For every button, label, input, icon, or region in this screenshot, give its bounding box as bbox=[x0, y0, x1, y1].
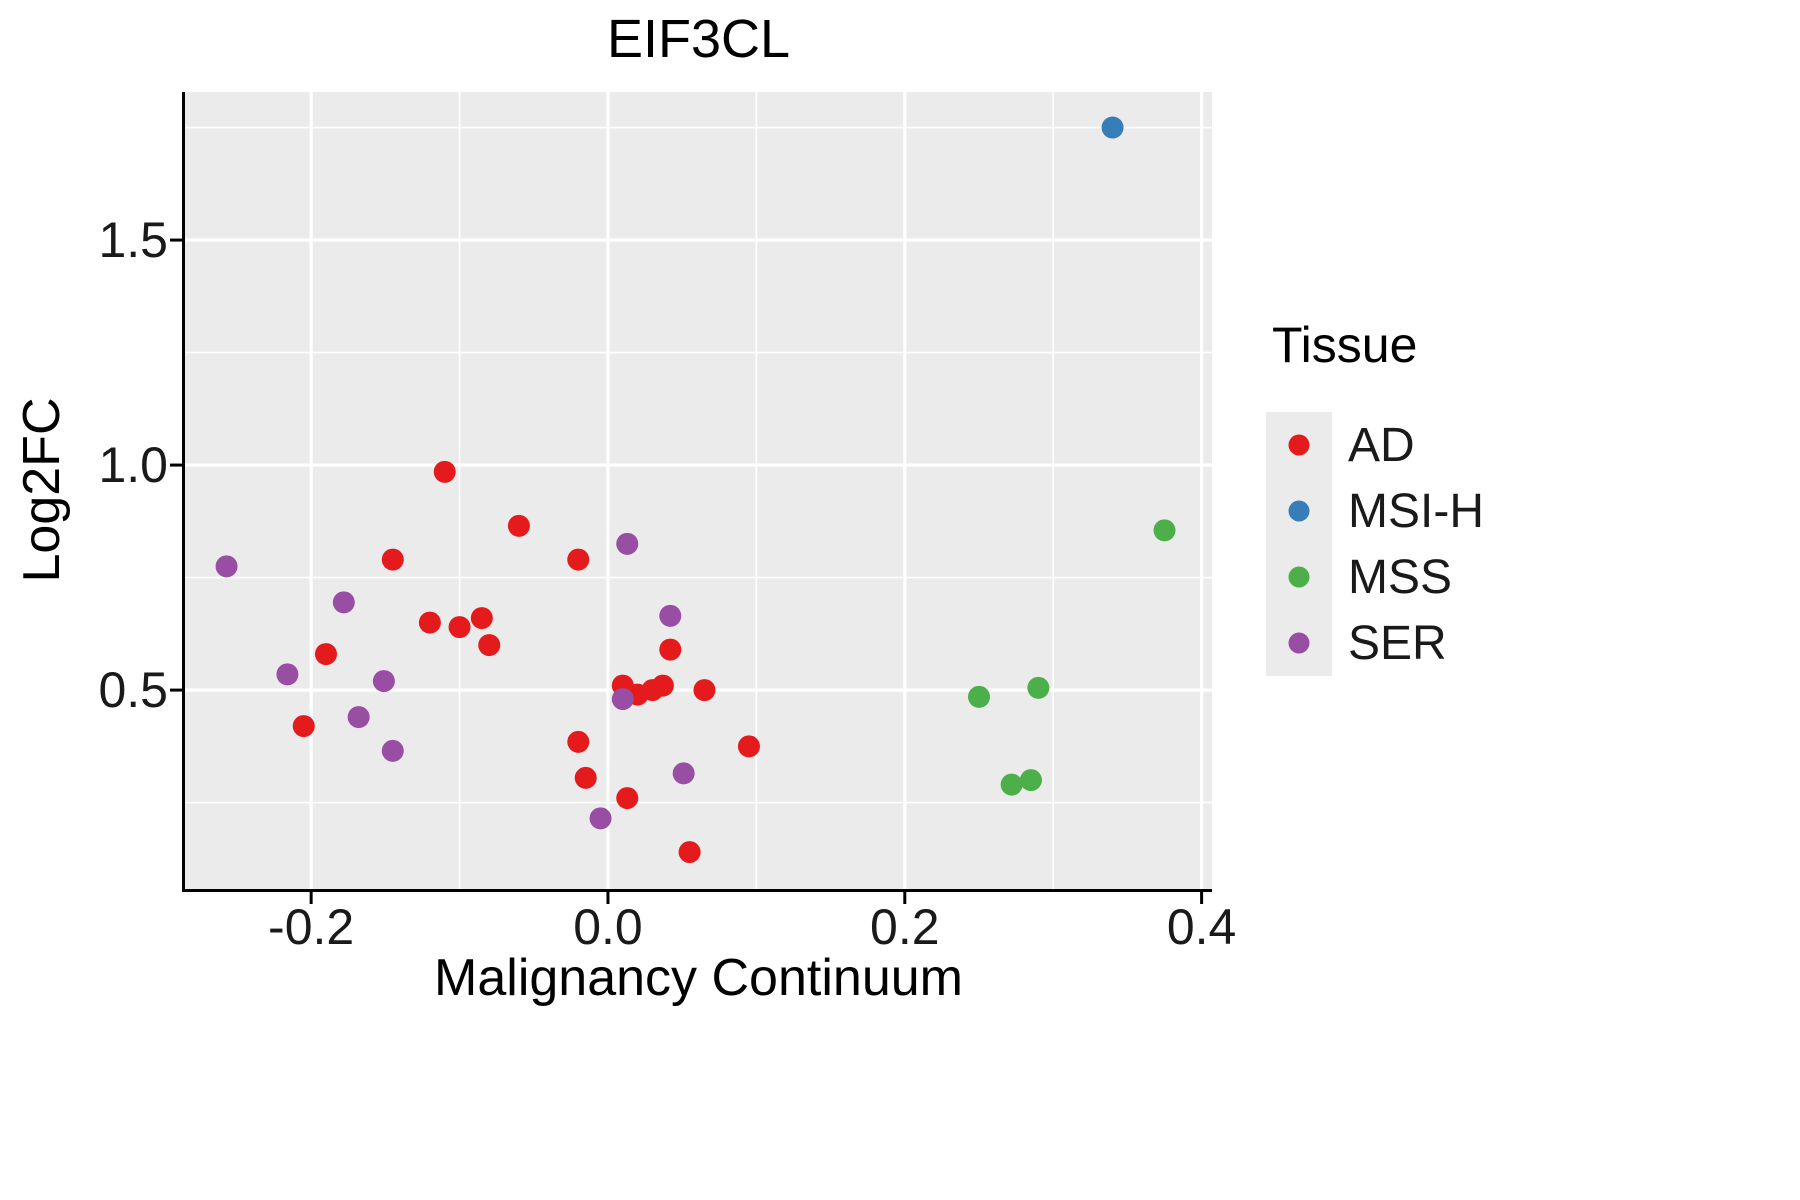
data-point-AD bbox=[574, 766, 597, 789]
data-point-MSS bbox=[1019, 769, 1042, 792]
data-point-SER bbox=[611, 688, 634, 711]
x-tick-label: 0.4 bbox=[1166, 899, 1237, 955]
legend-item-MSS: MSS bbox=[1266, 544, 1484, 610]
data-point-AD bbox=[567, 730, 590, 753]
x-tick-label: 0.2 bbox=[870, 899, 940, 955]
data-point-AD bbox=[448, 616, 471, 639]
data-point-AD bbox=[314, 643, 337, 666]
data-point-AD bbox=[737, 735, 760, 758]
data-point-AD bbox=[418, 611, 441, 634]
data-point-AD bbox=[616, 787, 639, 810]
legend-key-MSS bbox=[1266, 544, 1332, 610]
legend-title: Tissue bbox=[1272, 317, 1418, 373]
legend: Tissue AD MSI-H MSS SER bbox=[1266, 316, 1484, 676]
x-axis-label: Malignancy Continuum bbox=[434, 949, 963, 1007]
data-point-MSS bbox=[1027, 676, 1050, 699]
legend-label: MSI-H bbox=[1348, 484, 1484, 538]
data-point-AD bbox=[507, 514, 530, 537]
data-point-SER bbox=[276, 663, 299, 686]
data-point-SER bbox=[332, 591, 355, 614]
legend-item-MSI-H: MSI-H bbox=[1266, 478, 1484, 544]
legend-dot-icon bbox=[1288, 632, 1310, 654]
data-point-AD bbox=[678, 841, 701, 864]
data-point-AD bbox=[567, 548, 590, 571]
y-tick-label: 0.5 bbox=[98, 662, 168, 719]
legend-dot-icon bbox=[1288, 500, 1310, 522]
legend-key-MSI-H bbox=[1266, 478, 1332, 544]
data-point-SER bbox=[372, 670, 395, 693]
data-point-MSS bbox=[1153, 519, 1176, 542]
legend-items: AD MSI-H MSS SER bbox=[1266, 412, 1484, 676]
legend-key-AD bbox=[1266, 412, 1332, 478]
legend-label: AD bbox=[1348, 418, 1415, 472]
data-point-AD bbox=[651, 674, 674, 697]
data-point-SER bbox=[381, 739, 404, 762]
data-point-SER bbox=[215, 555, 238, 578]
data-point-MSI-H bbox=[1101, 116, 1124, 139]
x-tick-label: -0.2 bbox=[268, 899, 355, 955]
panel-background bbox=[185, 92, 1212, 889]
y-tick-label: 1.5 bbox=[98, 212, 168, 269]
data-point-MSS bbox=[967, 685, 990, 708]
data-point-SER bbox=[672, 762, 695, 785]
chart-title: EIF3CL bbox=[606, 9, 791, 69]
y-tick-label: 1.0 bbox=[98, 437, 168, 494]
x-tick-label: 0.0 bbox=[573, 899, 643, 955]
legend-key-SER bbox=[1266, 610, 1332, 676]
data-point-AD bbox=[381, 548, 404, 571]
data-point-AD bbox=[693, 679, 716, 702]
data-point-AD bbox=[659, 638, 682, 661]
data-point-MSS bbox=[1000, 773, 1023, 796]
data-point-SER bbox=[616, 532, 639, 555]
legend-item-SER: SER bbox=[1266, 610, 1484, 676]
data-point-SER bbox=[589, 807, 612, 830]
data-point-AD bbox=[478, 634, 501, 657]
legend-dot-icon bbox=[1288, 434, 1310, 456]
legend-label: MSS bbox=[1348, 550, 1453, 604]
data-point-AD bbox=[292, 715, 315, 738]
legend-dot-icon bbox=[1288, 566, 1310, 588]
data-point-AD bbox=[470, 607, 493, 630]
data-point-SER bbox=[347, 706, 370, 729]
data-point-AD bbox=[433, 460, 456, 483]
legend-label: SER bbox=[1348, 616, 1447, 670]
data-point-SER bbox=[659, 604, 682, 627]
legend-item-AD: AD bbox=[1266, 412, 1484, 478]
